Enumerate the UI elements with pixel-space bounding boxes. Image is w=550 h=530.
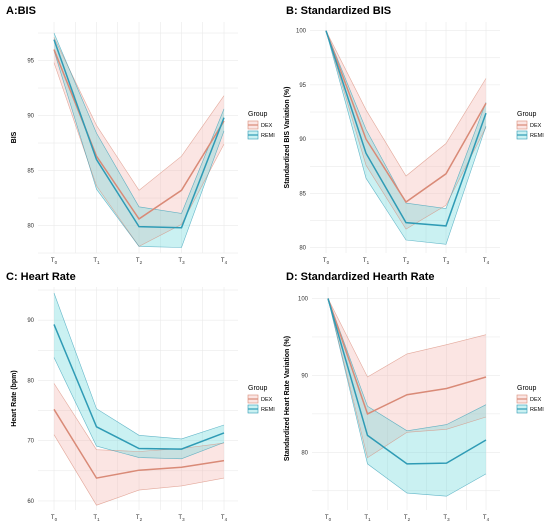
y-tick-label: 90 (301, 373, 308, 379)
ci-band-dex (326, 30, 486, 230)
x-tick-label: T3 (443, 258, 450, 265)
legend: Group DEX REMI (516, 111, 544, 140)
ci-upper-dex (325, 30, 487, 177)
ci-lower-dex (325, 30, 487, 230)
panel-3: C: Heart Rate Heart Rate (bpm) 60 70 80 90 T0 T… (6, 271, 275, 522)
panel-title: B: Standardized BIS (286, 5, 391, 17)
ci-lower-remi (327, 298, 487, 497)
x-tick-label: T4 (221, 515, 228, 522)
x-tick-label: T4 (221, 258, 228, 265)
x-tick-label: T4 (483, 258, 490, 265)
x-tick-label: T3 (178, 258, 185, 265)
ci-lower-remi (325, 30, 487, 245)
legend-title: Group (248, 385, 268, 392)
legend: Group DEX REMI (247, 111, 275, 140)
x-tick-label: T1 (363, 258, 370, 265)
x-tick-label: T2 (403, 258, 410, 265)
y-tick-label: 90 (299, 137, 306, 143)
x-tick-label: T0 (51, 258, 58, 265)
x-tick-label: T3 (443, 515, 450, 522)
y-axis-label: Standardized BIS Variation (%) (284, 87, 291, 189)
ci-lower-dex (53, 434, 225, 506)
y-tick-label: 85 (27, 169, 34, 175)
x-tick-label: T0 (51, 515, 58, 522)
x-tick-label: T2 (404, 515, 411, 522)
legend-label-remi: REMI (261, 407, 275, 413)
series-line-dex (325, 30, 487, 204)
legend-label-remi: REMI (530, 407, 544, 413)
ci-upper-remi (325, 30, 487, 209)
series-line-remi (53, 39, 225, 229)
y-tick-label: 90 (27, 114, 34, 120)
x-tick-label: T0 (325, 515, 332, 522)
ci-band-dex (328, 298, 486, 458)
y-tick-label: 95 (27, 59, 34, 65)
y-tick-label: 80 (27, 224, 34, 230)
y-tick-label: 100 (298, 297, 309, 303)
legend: Group DEX REMI (247, 385, 275, 414)
legend-title: Group (248, 111, 268, 118)
x-tick-label: T1 (93, 258, 100, 265)
legend-title: Group (517, 111, 537, 118)
x-tick-label: T2 (136, 258, 143, 265)
series-line-dex (53, 408, 225, 479)
ci-lower-remi (53, 357, 225, 460)
ci-upper-remi (53, 292, 225, 440)
ci-lower-dex (327, 298, 487, 459)
panel-title: C: Heart Rate (6, 271, 76, 283)
panel-4: D: Standardized Hearth Rate Standardized … (284, 271, 544, 522)
legend-label-remi: REMI (261, 133, 275, 139)
ci-upper-dex (53, 383, 225, 452)
x-tick-label: T1 (93, 515, 100, 522)
series-line-remi (325, 30, 487, 227)
panel-2: B: Standardized BIS Standardized BIS Vari… (284, 5, 544, 265)
y-tick-label: 70 (27, 439, 34, 445)
x-tick-label: T3 (178, 515, 185, 522)
y-tick-label: 100 (296, 29, 307, 35)
y-axis-label: Heart Rate (bpm) (11, 370, 18, 426)
ci-band-remi (328, 298, 486, 497)
legend-label-dex: DEX (261, 397, 273, 403)
legend: Group DEX REMI (516, 385, 544, 414)
y-tick-label: 85 (299, 191, 306, 197)
y-tick-label: 80 (299, 246, 306, 252)
ci-upper-remi (327, 298, 487, 432)
y-tick-label: 60 (27, 499, 34, 505)
ci-band-remi (54, 293, 224, 459)
legend-label-dex: DEX (261, 123, 273, 129)
series-line-dex (327, 298, 487, 415)
x-tick-label: T4 (483, 515, 490, 522)
ci-upper-dex (327, 298, 487, 378)
y-tick-label: 80 (301, 450, 308, 456)
ci-lower-remi (53, 50, 225, 248)
y-tick-label: 80 (27, 378, 34, 384)
legend-label-remi: REMI (530, 133, 544, 139)
y-tick-label: 90 (27, 318, 34, 324)
series-line-remi (53, 324, 225, 450)
panel-1: A:BIS BIS 80 85 90 95 T0 T1 T2 T3 T4 Group DEX REMI (6, 5, 275, 265)
panel-title: A:BIS (6, 5, 36, 17)
ci-upper-dex (53, 37, 225, 191)
x-tick-label: T2 (136, 515, 143, 522)
ci-band-dex (54, 37, 224, 247)
ci-band-remi (54, 33, 224, 248)
y-axis-label: BIS (11, 131, 18, 143)
panel-title: D: Standardized Hearth Rate (286, 271, 435, 283)
ci-band-dex (54, 383, 224, 506)
legend-title: Group (517, 385, 537, 392)
legend-label-dex: DEX (530, 397, 542, 403)
ci-upper-remi (53, 32, 225, 214)
y-axis-label: Standardized Heart Rate Variation (%) (284, 336, 291, 461)
x-tick-label: T1 (364, 515, 371, 522)
series-line-remi (327, 298, 487, 465)
y-tick-label: 95 (299, 83, 306, 89)
x-tick-label: T0 (323, 258, 330, 265)
legend-label-dex: DEX (530, 123, 542, 129)
